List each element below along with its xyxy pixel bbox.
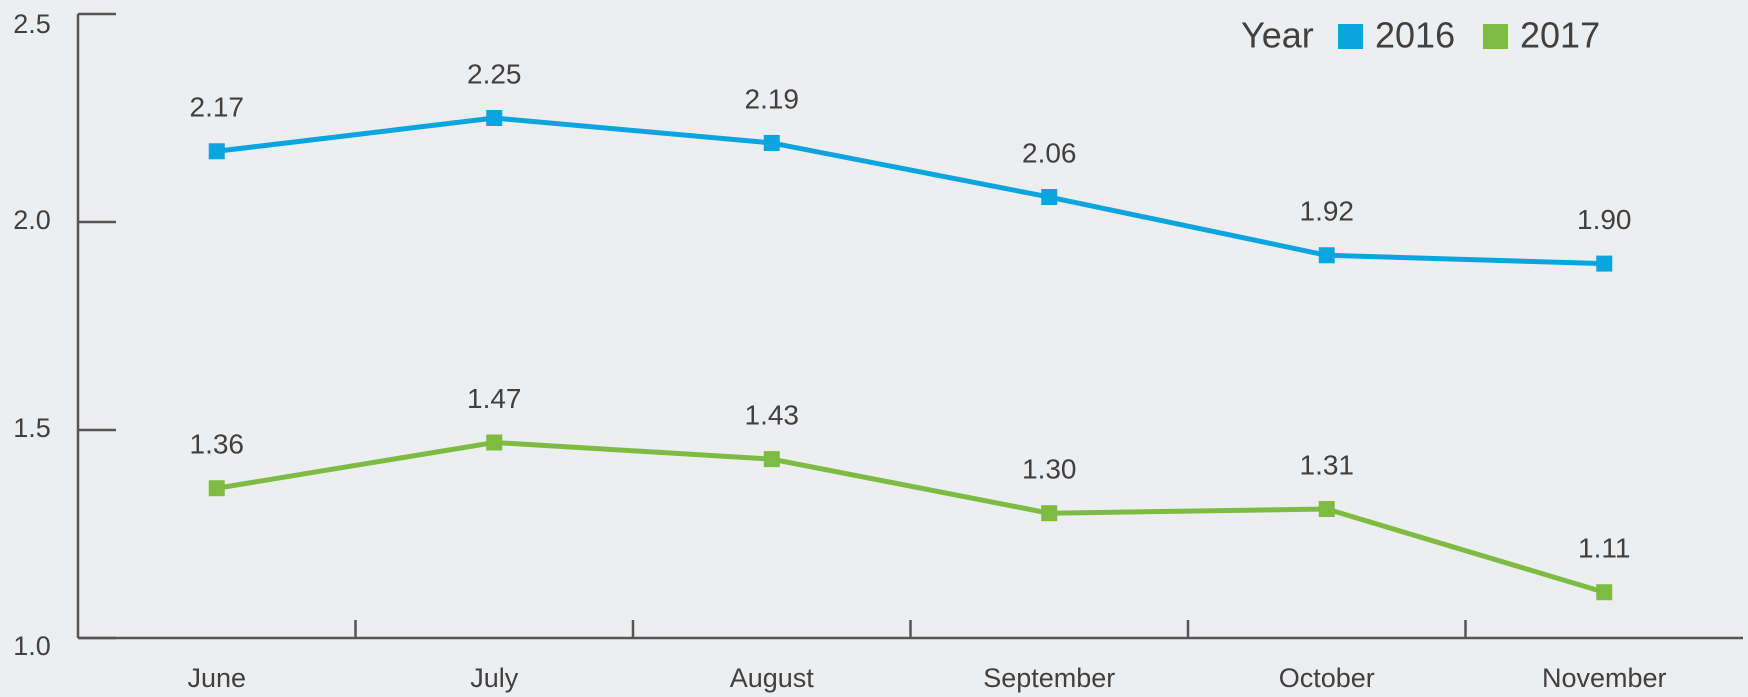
marker: [208, 143, 225, 160]
legend-swatch: [1483, 24, 1508, 49]
marker: [1596, 255, 1613, 272]
marker: [1041, 505, 1058, 522]
data-label: 1.47: [467, 383, 522, 414]
data-label: 2.06: [1022, 137, 1077, 168]
data-label: 2.25: [467, 58, 522, 89]
line: [216, 439, 1605, 595]
data-label: 1.43: [745, 400, 800, 431]
marker: [1596, 584, 1613, 601]
data-label: 2.17: [190, 92, 245, 123]
legend-title: Year: [1241, 15, 1314, 56]
marker: [1318, 501, 1335, 518]
x-tick-label: July: [470, 663, 519, 693]
legend-label: 2016: [1375, 15, 1455, 56]
x-tick-label: September: [983, 663, 1115, 693]
legend-label: 2017: [1520, 15, 1600, 56]
data-label: 1.11: [1578, 533, 1630, 564]
line: [216, 115, 1605, 267]
marker: [1318, 247, 1335, 264]
y-tick-label: 2.0: [13, 205, 51, 235]
marker: [1041, 189, 1058, 206]
data-label: 1.31: [1300, 449, 1355, 480]
x-tick-label: August: [730, 663, 815, 693]
data-label: 2.19: [745, 83, 800, 114]
data-label: 1.92: [1300, 196, 1355, 227]
x-tick-label: November: [1542, 663, 1667, 693]
x-tick-label: June: [187, 663, 246, 693]
data-label: 1.36: [190, 429, 245, 460]
marker: [486, 434, 503, 451]
marker: [486, 110, 503, 126]
marker: [763, 451, 780, 468]
marker: [763, 134, 780, 151]
y-tick-label: 2.5: [13, 9, 51, 39]
data-label: 1.30: [1022, 454, 1077, 485]
data-label: 1.90: [1577, 204, 1632, 235]
marker: [208, 480, 225, 497]
y-tick-label: 1.0: [13, 631, 51, 661]
y-tick-label: 1.5: [13, 413, 51, 443]
legend-swatch: [1338, 24, 1363, 49]
x-tick-label: October: [1279, 663, 1375, 693]
